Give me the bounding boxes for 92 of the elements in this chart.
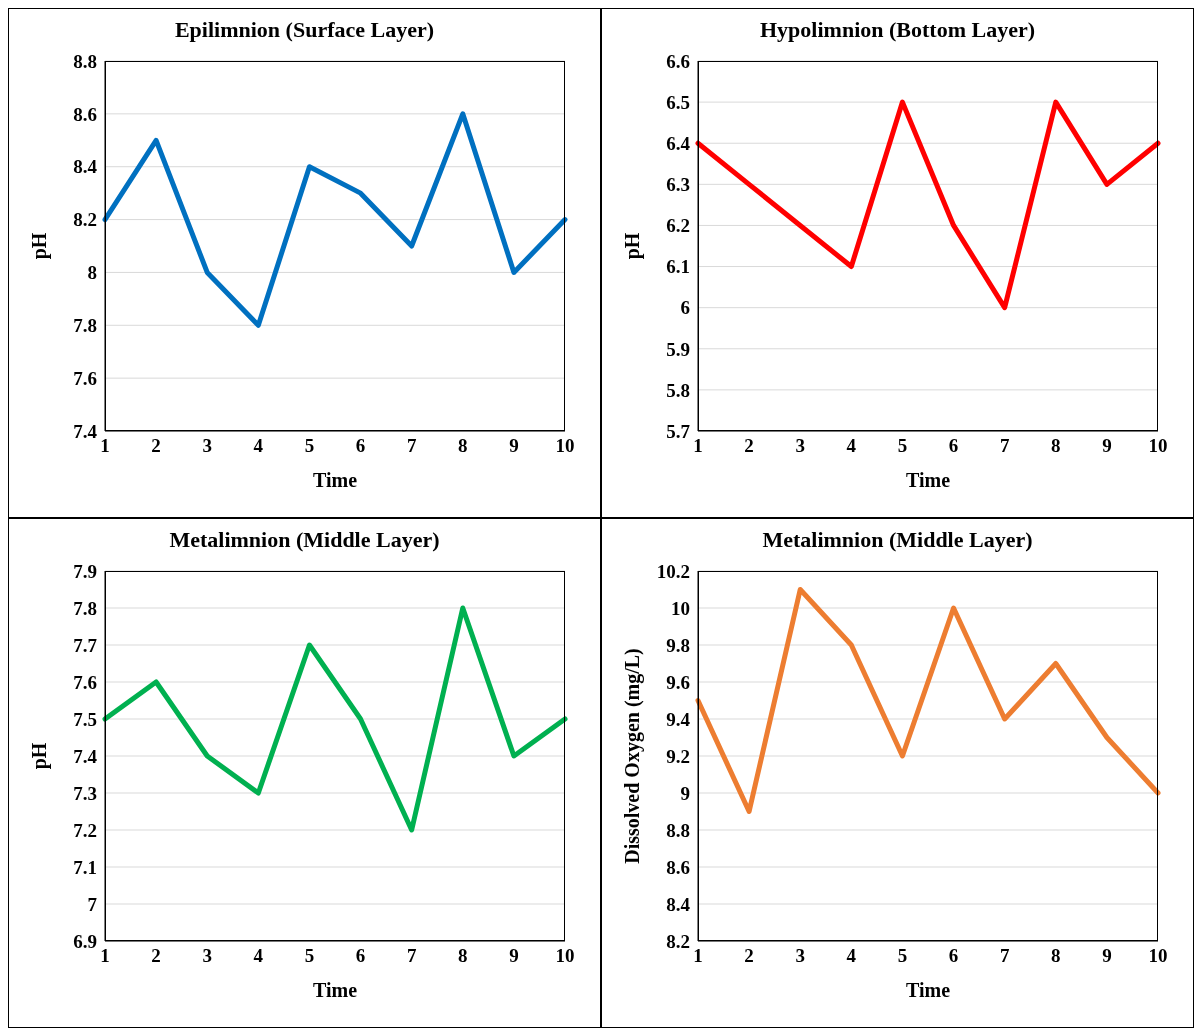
- x-tick-label: 8: [457, 945, 468, 967]
- y-tick-label: 8.2: [72, 209, 97, 231]
- x-tick-label: 7: [406, 945, 417, 967]
- y-tick-label: 8.4: [665, 893, 690, 915]
- y-tick-label: 6.3: [665, 174, 690, 196]
- y-tick-label: 7.2: [72, 819, 97, 841]
- x-tick-label: 5: [897, 435, 907, 457]
- chart-title: Metalimnion (Middle Layer): [762, 527, 1033, 553]
- y-tick-label: 6: [680, 297, 690, 319]
- x-tick-label: 5: [304, 435, 314, 457]
- y-tick-label: 7.4: [72, 745, 97, 767]
- y-tick-label: 7: [87, 893, 97, 915]
- x-tick-label: 2: [150, 435, 161, 457]
- y-tick-label: 8.2: [665, 930, 690, 952]
- x-axis-title: Time: [312, 979, 357, 1001]
- x-tick-label: 9: [508, 435, 519, 457]
- y-tick-label: 6.5: [665, 91, 690, 113]
- y-tick-label: 9: [680, 782, 690, 804]
- x-tick-label: 10: [555, 435, 574, 457]
- x-tick-label: 1: [99, 435, 110, 457]
- y-tick-label: 10: [670, 597, 690, 619]
- x-tick-label: 2: [743, 945, 754, 967]
- chart-title: Metalimnion (Middle Layer): [169, 527, 440, 553]
- x-tick-label: 7: [406, 435, 417, 457]
- y-tick-label: 7.5: [72, 708, 97, 730]
- x-tick-label: 4: [253, 945, 264, 967]
- x-tick-label: 8: [1050, 945, 1061, 967]
- y-tick-label: 6.4: [665, 132, 690, 154]
- y-tick-label: 6.2: [665, 215, 690, 237]
- x-tick-label: 1: [692, 435, 703, 457]
- x-tick-label: 7: [999, 435, 1010, 457]
- x-tick-label: 1: [692, 945, 703, 967]
- y-tick-label: 8: [87, 262, 97, 284]
- y-tick-label: 7.9: [72, 560, 97, 582]
- y-tick-label: 7.6: [72, 671, 97, 693]
- x-tick-label: 4: [846, 435, 857, 457]
- y-axis-title: Dissolved Oxygen (mg/L): [620, 648, 644, 864]
- x-tick-label: 4: [846, 945, 857, 967]
- x-axis-title: Time: [312, 469, 357, 491]
- y-tick-label: 7.8: [72, 597, 97, 619]
- x-tick-label: 3: [794, 435, 805, 457]
- x-tick-label: 2: [150, 945, 161, 967]
- x-tick-label: 10: [555, 945, 574, 967]
- x-tick-label: 4: [253, 435, 264, 457]
- y-axis-title: pH: [27, 742, 51, 770]
- x-tick-label: 7: [999, 945, 1010, 967]
- x-tick-label: 6: [948, 435, 958, 457]
- y-tick-label: 6.6: [665, 50, 690, 72]
- y-tick-label: 6.9: [72, 930, 97, 952]
- x-tick-label: 8: [457, 435, 468, 457]
- y-tick-label: 8.6: [665, 856, 690, 878]
- x-tick-label: 3: [201, 435, 212, 457]
- y-axis-title: pH: [27, 232, 51, 260]
- y-tick-label: 5.7: [665, 420, 690, 442]
- y-tick-label: 7.8: [72, 315, 97, 337]
- y-tick-label: 9.4: [665, 708, 690, 730]
- y-tick-label: 9.2: [665, 745, 690, 767]
- y-tick-label: 7.7: [72, 634, 97, 656]
- x-tick-label: 2: [743, 435, 754, 457]
- x-tick-label: 6: [355, 945, 365, 967]
- chart-title: Epilimnion (Surface Layer): [174, 17, 435, 43]
- x-tick-label: 3: [794, 945, 805, 967]
- x-tick-label: 6: [948, 945, 958, 967]
- y-tick-label: 9.6: [665, 671, 690, 693]
- y-tick-label: 10.2: [656, 560, 690, 582]
- y-tick-label: 8.8: [72, 50, 97, 72]
- y-tick-label: 8.8: [665, 819, 690, 841]
- x-tick-label: 9: [1101, 945, 1112, 967]
- x-tick-label: 1: [99, 945, 110, 967]
- x-tick-label: 10: [1148, 435, 1167, 457]
- y-tick-label: 5.9: [665, 338, 690, 360]
- x-tick-label: 5: [304, 945, 314, 967]
- y-tick-label: 7.1: [72, 856, 97, 878]
- x-tick-label: 10: [1148, 945, 1167, 967]
- y-tick-label: 8.4: [72, 156, 97, 178]
- y-tick-label: 6.1: [665, 256, 690, 278]
- x-axis-title: Time: [905, 979, 950, 1001]
- chart-title: Hypolimnion (Bottom Layer): [760, 17, 1035, 43]
- x-tick-label: 3: [201, 945, 212, 967]
- y-tick-label: 8.6: [72, 103, 97, 125]
- y-tick-label: 7.3: [72, 782, 97, 804]
- y-tick-label: 7.6: [72, 367, 97, 389]
- x-tick-label: 9: [1101, 435, 1112, 457]
- x-tick-label: 5: [897, 945, 907, 967]
- x-axis-title: Time: [905, 469, 950, 491]
- y-tick-label: 9.8: [665, 634, 690, 656]
- x-tick-label: 6: [355, 435, 365, 457]
- y-tick-label: 5.8: [665, 379, 690, 401]
- y-tick-label: 7.4: [72, 420, 97, 442]
- y-axis-title: pH: [620, 232, 644, 260]
- x-tick-label: 8: [1050, 435, 1061, 457]
- x-tick-label: 9: [508, 945, 519, 967]
